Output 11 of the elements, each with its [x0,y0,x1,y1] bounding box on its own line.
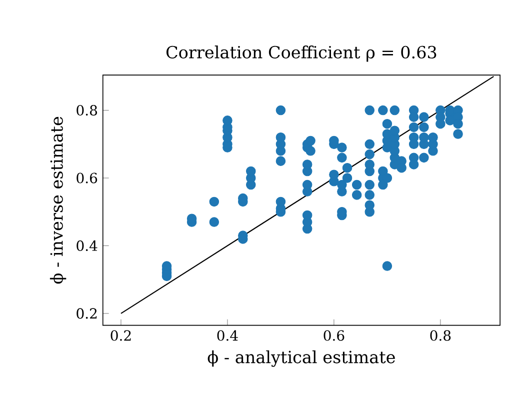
x-tick-label: 0.8 [430,330,451,341]
y-tick-label: 0.8 [76,104,98,116]
y-tick-label: 0.4 [76,240,98,251]
x-tick-label: 0.4 [217,330,238,341]
x-tick-label: 0.2 [110,330,131,341]
y-tick-label: 0.6 [76,172,98,184]
y-axis-title: ϕ - inverse estimate [50,116,66,284]
x-axis-title: ϕ - analytical estimate [208,350,395,367]
y-tick-label: 0.2 [76,308,97,319]
x-tick-label: 0.6 [324,330,344,341]
chart-title: Correlation Coefficient ρ = 0.63 [166,45,436,62]
